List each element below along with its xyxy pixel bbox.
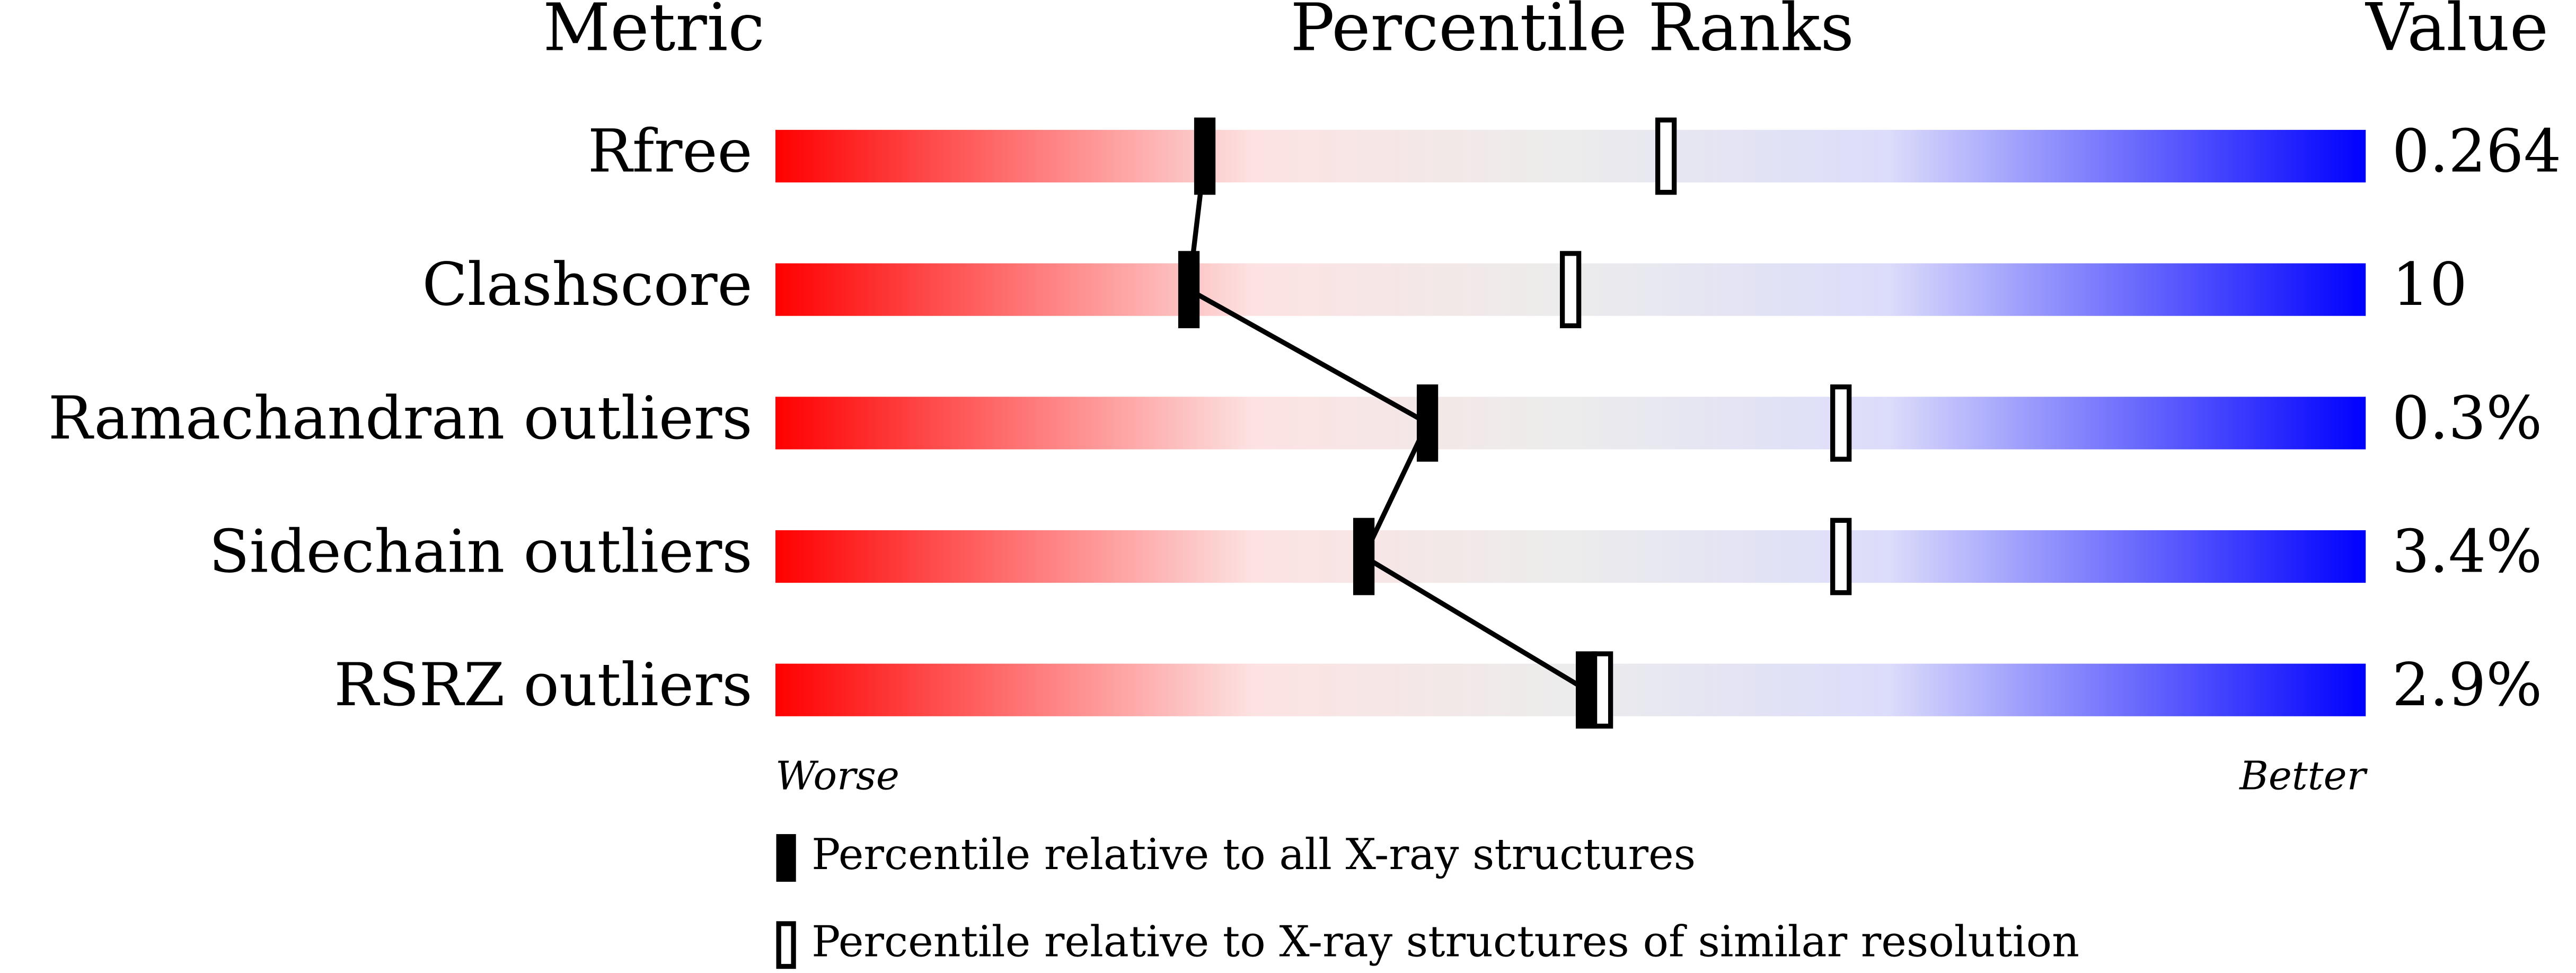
percentile-marker [1830, 384, 1852, 462]
metric-value: 3.4% [2392, 518, 2542, 586]
percentile-marker [1830, 518, 1852, 595]
header: Percentile Ranks [1290, 0, 1854, 66]
percentile-bar [775, 530, 2366, 583]
percentile-marker [1559, 251, 1582, 329]
metric-label: Ramachandran outliers [48, 384, 753, 453]
legend-label: Percentile relative to X-ray structures … [811, 917, 2079, 967]
header: Value [2365, 0, 2548, 66]
legend-label: Percentile relative to all X-ray structu… [811, 830, 1696, 880]
percentile-marker [1575, 651, 1598, 729]
metric-label: Rfree [588, 117, 753, 186]
percentile-marker [1178, 251, 1200, 329]
metric-label: Sidechain outliers [209, 518, 752, 586]
percentile-marker [1416, 384, 1439, 462]
axis-end: Worse [775, 753, 899, 799]
metric-label: RSRZ outliers [334, 651, 752, 720]
percentile-bar [775, 129, 2366, 183]
percentile-bar [775, 663, 2366, 716]
axis-end: Better [2238, 753, 2368, 799]
metric-value: 2.9% [2392, 651, 2542, 720]
percentile-marker [1655, 117, 1677, 195]
percentile-marker [1353, 518, 1375, 595]
metric-value: 0.3% [2392, 384, 2542, 453]
header: Metric [543, 0, 764, 66]
percentile-bar [775, 397, 2366, 450]
percentile-marker [1194, 117, 1216, 195]
metric-value: 10 [2392, 250, 2467, 319]
legend-swatch [776, 834, 796, 882]
legend-swatch [776, 921, 796, 969]
metric-value: 0.264 [2392, 117, 2561, 186]
metric-label: Clashscore [422, 250, 753, 319]
